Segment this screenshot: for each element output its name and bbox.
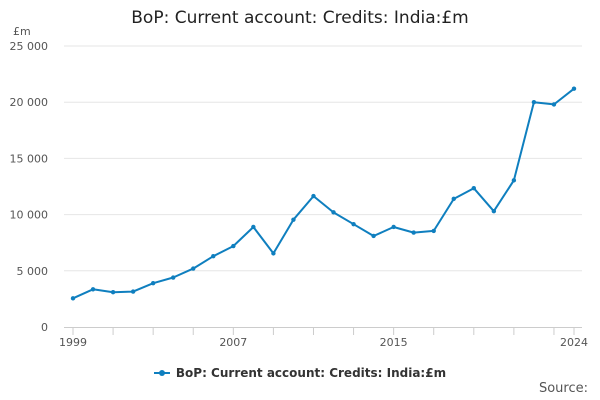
data-point[interactable] — [191, 266, 196, 271]
series-group — [70, 86, 577, 301]
data-point[interactable] — [130, 289, 136, 294]
data-point[interactable] — [150, 280, 156, 286]
data-point[interactable] — [571, 86, 577, 91]
data-point[interactable] — [110, 289, 116, 295]
gridlines — [64, 45, 582, 272]
data-point[interactable] — [391, 224, 396, 230]
legend[interactable]: BoP: Current account: Credits: India:£m — [0, 366, 600, 382]
series-line — [72, 87, 575, 300]
legend-swatch-icon — [153, 367, 170, 379]
y-tick-label: 0 — [41, 321, 48, 334]
data-point[interactable] — [311, 193, 316, 199]
data-point[interactable] — [491, 209, 497, 214]
data-point[interactable] — [431, 228, 436, 234]
data-point[interactable] — [211, 253, 216, 259]
data-point[interactable] — [511, 178, 517, 183]
x-tick-label: 1999 — [59, 336, 87, 349]
x-tick-label: 2015 — [380, 336, 408, 349]
x-tick-label: 2007 — [219, 336, 247, 349]
chart-title: BoP: Current account: Credits: India:£m — [131, 8, 469, 28]
data-point[interactable] — [471, 185, 476, 191]
data-point[interactable] — [551, 102, 557, 107]
y-tick-label: 5 000 — [17, 265, 49, 278]
data-point[interactable] — [451, 196, 456, 202]
y-tick-label: 15 000 — [10, 152, 49, 165]
data-point[interactable] — [90, 287, 96, 292]
data-point[interactable] — [411, 230, 416, 235]
y-axis-unit-label: £m — [13, 25, 31, 38]
data-point[interactable] — [531, 100, 537, 105]
source-label: Source: — [538, 381, 588, 396]
data-point[interactable] — [351, 221, 356, 227]
data-point[interactable] — [371, 233, 376, 239]
legend-label: BoP: Current account: Credits: India:£m — [175, 366, 447, 380]
data-point[interactable] — [231, 243, 236, 249]
data-point[interactable] — [171, 275, 176, 280]
y-axis-ticks: 0 5 000 10 000 15 000 20 000 25 000 — [10, 40, 49, 334]
data-point[interactable] — [271, 251, 276, 256]
data-point[interactable] — [251, 224, 256, 230]
y-tick-label: 20 000 — [10, 96, 49, 109]
data-point[interactable] — [291, 217, 296, 222]
x-tick-label: 2024 — [560, 336, 588, 349]
data-point[interactable] — [331, 210, 336, 215]
x-axis: 1999 2007 2015 2024 — [59, 327, 588, 349]
y-tick-label: 10 000 — [10, 209, 49, 222]
y-tick-label: 25 000 — [10, 40, 49, 53]
data-point[interactable] — [70, 296, 76, 301]
